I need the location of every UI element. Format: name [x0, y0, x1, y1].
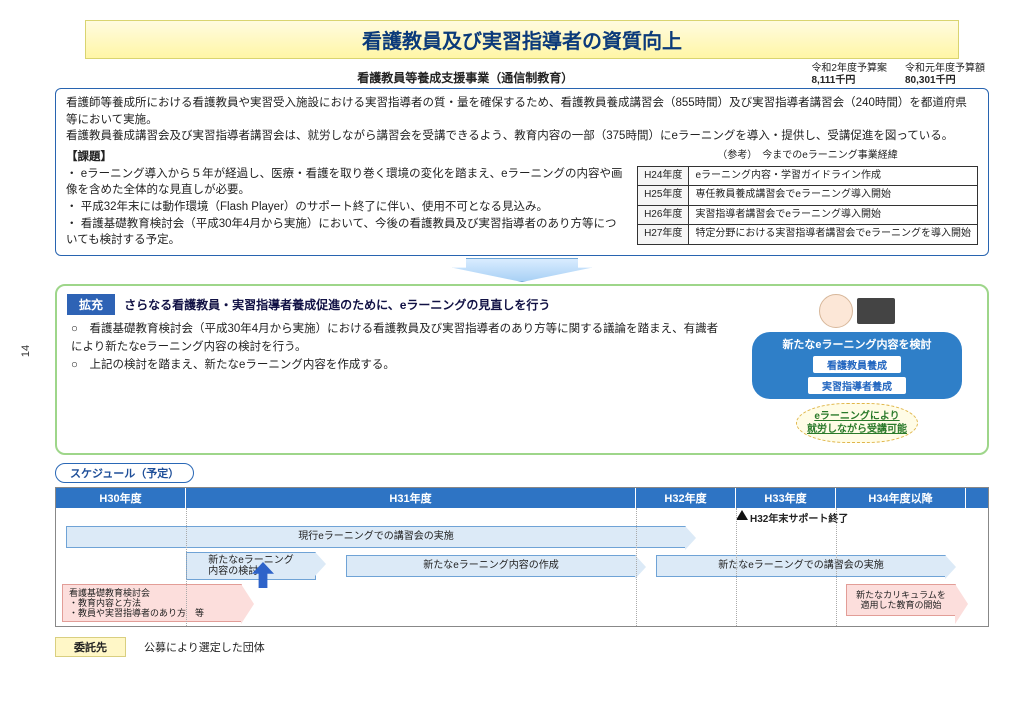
budget-amount-1: 80,301千円: [905, 75, 956, 86]
timeline-col-header: H31年度: [186, 488, 636, 508]
expansion-heading: さらなる看護教員・実習指導者養成促進のために、eラーニングの見直しを行う: [124, 296, 550, 313]
commission-label: 委託先: [55, 637, 126, 657]
expansion-point-0: ○ 看護基礎教育検討会（平成30年4月から実施）における看護教員及び実習指導者の…: [71, 321, 729, 357]
dashed-cloud-line-0: eラーニングにより: [814, 411, 899, 422]
budget-label-0: 令和2年度予算案: [811, 63, 887, 74]
schedule-label: スケジュール（予定）: [55, 463, 194, 483]
dashed-cloud-line-1: 就労しながら受講可能: [807, 424, 907, 435]
marker-icon: [736, 510, 748, 520]
person-at-computer-icon: [819, 294, 895, 328]
support-end-note: H32年末サポート終了: [750, 510, 848, 525]
table-cell: eラーニング内容・学習ガイドライン作成: [689, 166, 978, 186]
dashed-cloud: eラーニングにより 就労しながら受講可能: [796, 403, 918, 443]
table-cell: 特定分野における実習指導者講習会でeラーニングを導入開始: [689, 225, 978, 245]
commission-row: 委託先 公募により選定した団体: [55, 637, 989, 657]
table-cell: H24年度: [638, 166, 689, 186]
arrow-down-icon: [452, 258, 592, 282]
timeline-col-header: H32年度: [636, 488, 736, 508]
expansion-point-1: ○ 上記の検討を踏まえ、新たなeラーニング内容を作成する。: [71, 357, 729, 375]
issue-1: ・ 平成32年末には動作環境（Flash Player）のサポート終了に伴い、使…: [66, 199, 627, 216]
expansion-tag: 拡充: [67, 294, 115, 315]
issue-0: ・ eラーニング導入から５年が経過し、医療・看護を取り巻く環境の変化を踏まえ、e…: [66, 166, 627, 199]
bar-current-lectures: 現行eラーニングでの講習会の実施: [66, 526, 686, 548]
timeline-col-header: H30年度: [56, 488, 186, 508]
table-cell: H26年度: [638, 205, 689, 225]
subtitle: 看護教員等養成支援事業（通信制教育）: [119, 69, 811, 86]
issues-label: 【課題】: [66, 149, 627, 166]
cloud-callout: 新たなeラーニング内容を検討 看護教員養成 実習指導者養成: [752, 332, 962, 399]
cloud-item-0: 看護教員養成: [812, 355, 902, 374]
bar-new-lectures: 新たなeラーニングでの講習会の実施: [656, 555, 946, 577]
page-number: 14: [20, 345, 32, 357]
cloud-item-1: 実習指導者養成: [807, 376, 907, 395]
budget-amount-0: 8,111千円: [811, 75, 855, 86]
reference-table: （参考） 今までのeラーニング事業経緯 H24年度eラーニング内容・学習ガイドラ…: [637, 149, 978, 245]
page-title: 看護教員及び実習指導者の資質向上: [85, 20, 959, 59]
budget-block: 令和2年度予算案 8,111千円 令和元年度予算額 80,301千円: [811, 63, 985, 86]
budget-label-1: 令和元年度予算額: [905, 63, 985, 74]
bar-new-curriculum: 新たなカリキュラムを 適用した教育の開始: [846, 584, 956, 616]
bar-study-group: 看護基礎教育検討会 ・教育内容と方法 ・教員や実習指導者のあり方 等: [62, 584, 242, 622]
table-cell: H25年度: [638, 186, 689, 206]
timeline-col-header: H33年度: [736, 488, 836, 508]
overview-box: 看護師等養成所における看護教員や実習受入施設における実習指導者の質・量を確保する…: [55, 88, 989, 256]
timeline-col-header: H34年度以降: [836, 488, 966, 508]
bar-new-review: 新たなeラーニング 内容の検討: [186, 552, 316, 580]
overview-line-0: 看護師等養成所における看護教員や実習受入施設における実習指導者の質・量を確保する…: [66, 95, 978, 128]
reference-caption: （参考） 今までのeラーニング事業経緯: [637, 149, 978, 166]
subtitle-row: 看護教員等養成支援事業（通信制教育） 令和2年度予算案 8,111千円 令和元年…: [55, 63, 989, 88]
cloud-title: 新たなeラーニング内容を検討: [760, 336, 954, 352]
overview-line-1: 看護教員養成講習会及び実習指導者講習会は、就労しながら講習会を受講できるよう、教…: [66, 128, 978, 145]
table-cell: 実習指導者講習会でeラーニング導入開始: [689, 205, 978, 225]
timeline: H30年度H31年度H32年度H33年度H34年度以降 H32年末サポート終了 …: [55, 487, 989, 627]
table-cell: H27年度: [638, 225, 689, 245]
commission-text: 公募により選定した団体: [144, 639, 265, 655]
bar-new-create: 新たなeラーニング内容の作成: [346, 555, 636, 577]
expansion-box: 拡充 さらなる看護教員・実習指導者養成促進のために、eラーニングの見直しを行う …: [55, 284, 989, 455]
table-cell: 専任教員養成講習会でeラーニング導入開始: [689, 186, 978, 206]
issue-2: ・ 看護基礎教育検討会（平成30年4月から実施）において、今後の看護教員及び実習…: [66, 216, 627, 249]
